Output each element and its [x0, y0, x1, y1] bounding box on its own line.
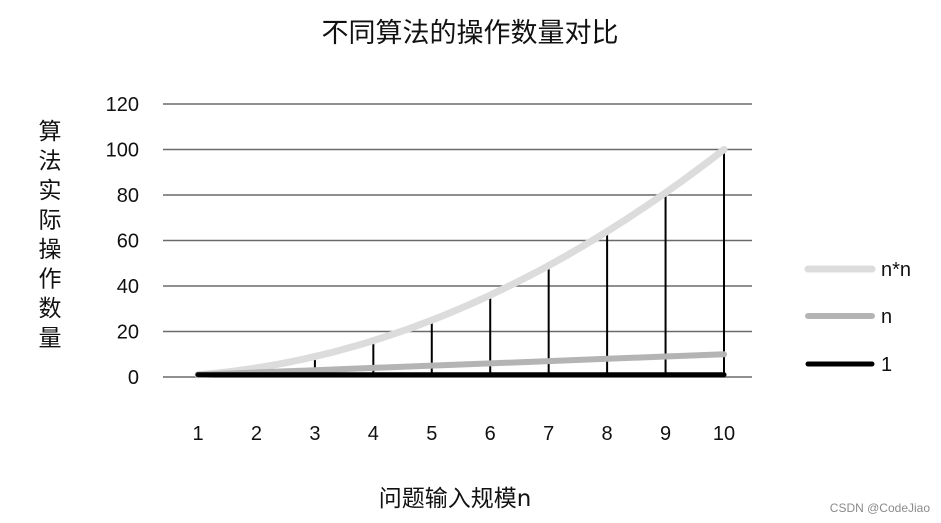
- chart-title: 不同算法的操作数量对比: [322, 18, 619, 49]
- watermark: CSDN @CodeJiao: [830, 501, 931, 515]
- y-axis-label-char: 际: [39, 208, 62, 234]
- x-tick-label: 1: [192, 423, 203, 445]
- y-axis-label-char: 量: [39, 326, 62, 352]
- y-tick-label: 20: [117, 322, 139, 344]
- x-axis-label: 问题输入规模n: [379, 486, 532, 512]
- legend: n*n n 1: [804, 259, 911, 376]
- x-tick-label: 10: [713, 423, 735, 445]
- y-tick-label: 40: [117, 276, 139, 298]
- legend-label: n: [881, 306, 892, 328]
- y-axis-label-char: 数: [39, 296, 62, 322]
- y-axis-label-char: 算: [39, 119, 62, 145]
- series-line-1: [195, 351, 727, 378]
- x-tick-label: 8: [602, 423, 613, 445]
- legend-label: 1: [881, 354, 892, 376]
- series-line-0: [194, 146, 728, 379]
- x-tick-label: 6: [485, 423, 496, 445]
- y-axis-label-char: 实: [39, 178, 62, 204]
- y-axis-label-char: 作: [39, 267, 62, 293]
- y-axis-label-char: 法: [39, 149, 62, 175]
- y-tick-label: 60: [117, 231, 139, 253]
- drop-lines: [197, 149, 725, 377]
- x-tick-label: 4: [368, 423, 379, 445]
- x-tick-label: 7: [543, 423, 554, 445]
- y-axis-label-char: 操: [39, 237, 62, 263]
- x-tick-label: 3: [309, 423, 320, 445]
- x-tick-label: 5: [426, 423, 437, 445]
- y-tick-label: 100: [106, 140, 139, 162]
- x-tick-label: 9: [660, 423, 671, 445]
- series-lines: [194, 146, 728, 379]
- x-tick-labels: 1 2 3 4 5 6 7 8 9 10: [192, 423, 735, 445]
- y-tick-label: 120: [106, 94, 139, 116]
- x-tick-label: 2: [251, 423, 262, 445]
- y-tick-label: 80: [117, 185, 139, 207]
- y-tick-labels: 0 20 40 60 80 100 120: [106, 94, 139, 389]
- y-tick-label: 0: [128, 367, 139, 389]
- gridlines: [163, 103, 752, 378]
- legend-label: n*n: [881, 259, 911, 281]
